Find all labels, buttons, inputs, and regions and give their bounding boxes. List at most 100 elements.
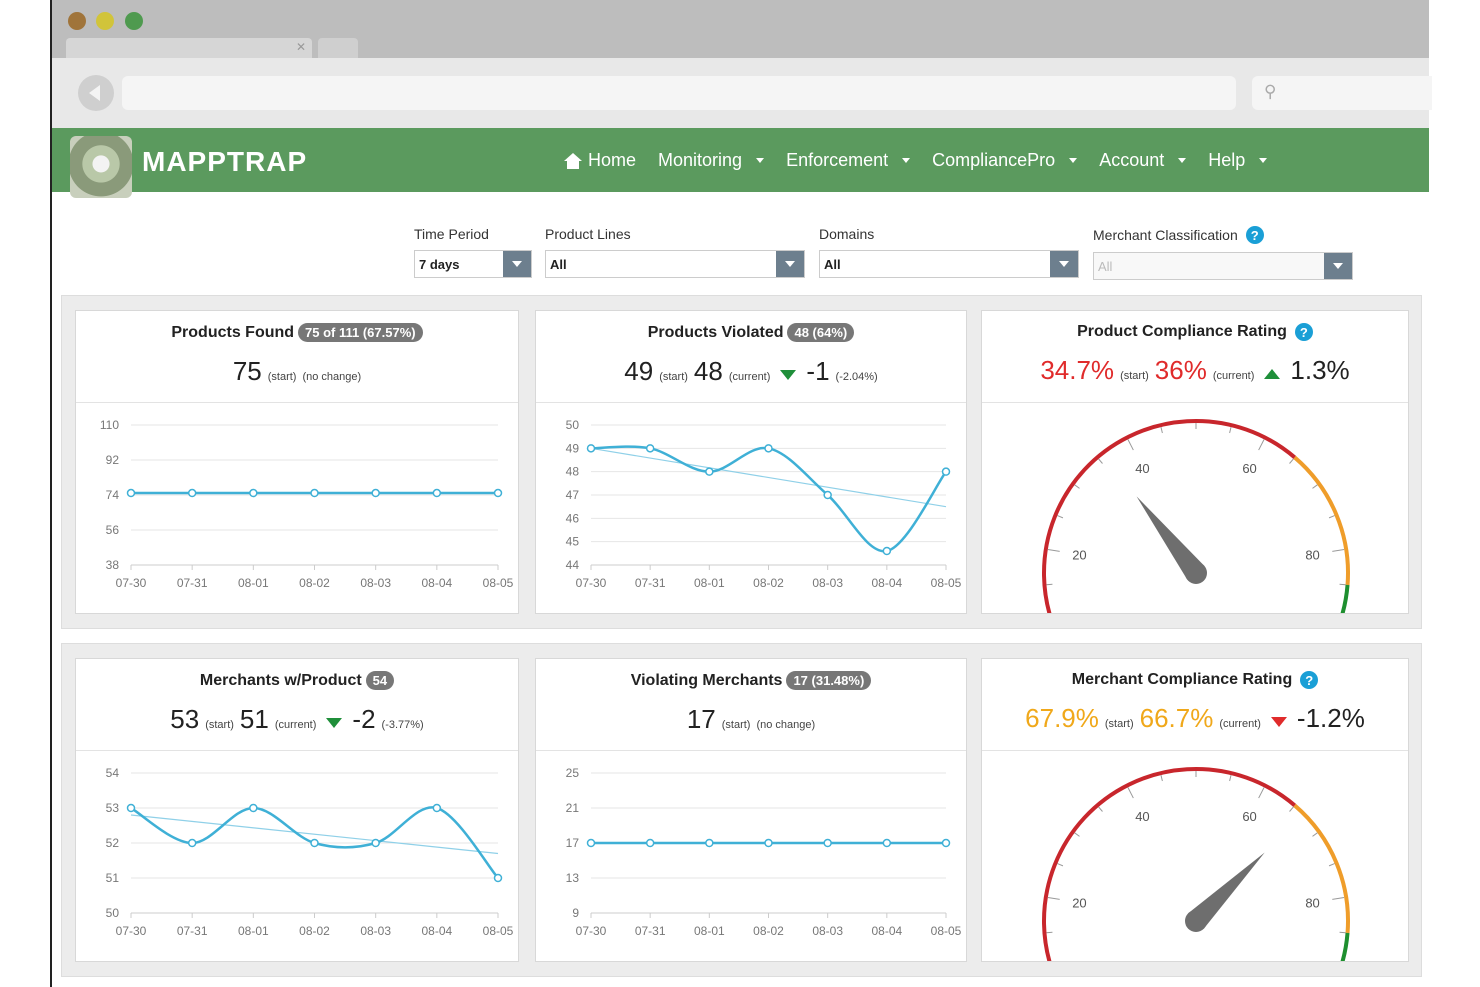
y-tick-label: 74: [106, 488, 120, 502]
search-icon: ⚲: [1264, 82, 1277, 101]
gauge-tick: [1074, 484, 1080, 489]
address-bar[interactable]: [122, 76, 1236, 110]
select-value: All: [824, 257, 841, 272]
chevron-down-icon: [785, 261, 795, 267]
close-tab-icon[interactable]: ✕: [295, 40, 306, 54]
help-icon[interactable]: ?: [1300, 671, 1319, 689]
start-value: 53: [170, 704, 200, 734]
x-tick-label: 08-04: [421, 924, 452, 938]
start-value: 17: [686, 704, 716, 734]
data-point: [882, 838, 892, 848]
merchant-classification-select[interactable]: All: [1093, 252, 1353, 280]
gauge-tick: [1312, 484, 1318, 489]
x-tick-label: 07-31: [635, 924, 666, 938]
nav-item-monitoring[interactable]: Monitoring: [658, 150, 765, 171]
gauge-needle: [1136, 496, 1205, 580]
stat-line: 75 (start) (no change): [76, 356, 518, 387]
card-title: Merchants w/Product 54: [199, 671, 395, 690]
start-label: (start): [659, 371, 688, 383]
change-label: (no change): [756, 719, 816, 731]
merchant-compliance-gauge: 020406080100: [1042, 767, 1350, 987]
data-point: [126, 803, 136, 813]
delta-value: -1.2%: [1296, 703, 1365, 733]
domains-select[interactable]: All: [819, 250, 1079, 278]
nav-item-label: Home: [588, 150, 637, 170]
current-label: (current): [1219, 718, 1261, 730]
caret-down-icon: [1069, 158, 1078, 163]
nav-item-enforcement[interactable]: Enforcement: [786, 150, 911, 171]
gauge-tick-label: 60: [1242, 461, 1256, 476]
x-tick-label: 08-02: [299, 576, 330, 590]
brand-logo[interactable]: [70, 136, 132, 198]
gauge-tick: [1098, 806, 1103, 812]
stat-line: 34.7% (start) 36% (current) 1.3%: [982, 355, 1408, 386]
help-icon[interactable]: ?: [1294, 323, 1313, 341]
change-label: (no change): [302, 371, 362, 383]
close-window-button[interactable]: [68, 12, 86, 30]
nav-item-account[interactable]: Account: [1099, 150, 1187, 171]
filter-product-lines: Product Lines All: [545, 226, 805, 278]
nav-item-help[interactable]: Help: [1208, 150, 1268, 171]
card-merchant-compliance: Merchant Compliance Rating? 67.9% (start…: [981, 658, 1409, 987]
browser-tab[interactable]: ✕: [66, 38, 312, 60]
gauge-band-orange: [1293, 803, 1350, 934]
filter-label: Domains: [819, 226, 875, 242]
gauge-tick: [1047, 897, 1060, 900]
y-tick-label: 50: [566, 418, 580, 432]
delta-value: -2: [352, 704, 376, 734]
help-icon[interactable]: ?: [1245, 226, 1264, 244]
product-lines-select[interactable]: All: [545, 250, 805, 278]
violating-merchants-chart: 9 13 17 21 25 07-30 07-31 08-01 08-02 08-03 08-04 0…: [566, 766, 962, 938]
x-tick-label: 08-03: [812, 576, 843, 590]
dropdown-toggle-button[interactable]: [776, 251, 804, 277]
x-tick-label: 08-03: [812, 924, 843, 938]
products-found-chart: 38 56 74 92 110 07-30 07-31 08-01 08-02 08-03 08-0…: [100, 418, 514, 590]
chevron-down-icon: [1333, 263, 1343, 269]
new-tab-button[interactable]: [318, 38, 358, 60]
x-tick-label: 08-01: [238, 576, 269, 590]
nav-item-home[interactable]: Home: [564, 150, 636, 171]
gauge-tick: [1098, 458, 1103, 464]
x-tick-label: 07-31: [177, 576, 208, 590]
card-merchants-product: Merchants w/Product 54 53 (start) 51 (cur…: [75, 658, 519, 962]
brand-name[interactable]: MAPPTRAP: [142, 146, 308, 177]
chevron-down-icon: [512, 261, 522, 267]
dropdown-toggle-button[interactable]: [503, 251, 531, 277]
products-violated-chart: 44 45 46 47 48 49 50 07-30 07-31 08-01 08-02 08-03 0…: [566, 418, 962, 590]
y-tick-label: 51: [106, 871, 120, 885]
data-point: [310, 488, 319, 498]
start-label: (start): [267, 371, 297, 383]
data-point: [941, 467, 951, 476]
dropdown-toggle-button[interactable]: [1324, 253, 1352, 279]
card-title-text: Merchants w/Product: [199, 671, 362, 689]
data-point: [764, 444, 773, 453]
y-tick-label: 49: [566, 441, 580, 455]
time-period-select[interactable]: 7 days: [414, 250, 532, 278]
up-arrow-icon: [1264, 369, 1281, 379]
nav-item-compliancepro[interactable]: CompliancePro: [932, 150, 1078, 171]
gauge-tick: [1057, 515, 1064, 519]
current-label: (current): [1212, 370, 1255, 382]
stat-line: 17 (start) (no change): [536, 704, 966, 735]
start-value: 75: [232, 356, 262, 386]
gauge-band-green: [1302, 584, 1350, 682]
current-label: (current): [728, 371, 771, 383]
card-violating-merchants: Violating Merchants 17 (31.48%) 17 (start…: [535, 658, 967, 962]
x-tick-label: 08-05: [483, 576, 514, 590]
dropdown-toggle-button[interactable]: [1050, 251, 1078, 277]
card-header: Violating Merchants 17 (31.48%) 17 (start…: [536, 659, 966, 751]
minimize-window-button[interactable]: [96, 12, 114, 30]
y-tick-label: 13: [566, 871, 580, 885]
gauge-tick-label: 80: [1305, 896, 1319, 911]
gauge-hub: [1185, 910, 1207, 932]
maximize-window-button[interactable]: [125, 12, 143, 30]
trend-line: [590, 447, 947, 508]
data-point: [371, 838, 380, 848]
data-point: [645, 444, 655, 453]
gauge-needle: [1188, 852, 1265, 929]
browser-search-box[interactable]: ⚲: [1252, 76, 1432, 110]
back-button[interactable]: [78, 75, 114, 111]
start-value: 49: [624, 356, 654, 386]
card-title: Violating Merchants 17 (31.48%): [631, 671, 872, 690]
delta-percent: (-2.04%): [835, 371, 878, 383]
